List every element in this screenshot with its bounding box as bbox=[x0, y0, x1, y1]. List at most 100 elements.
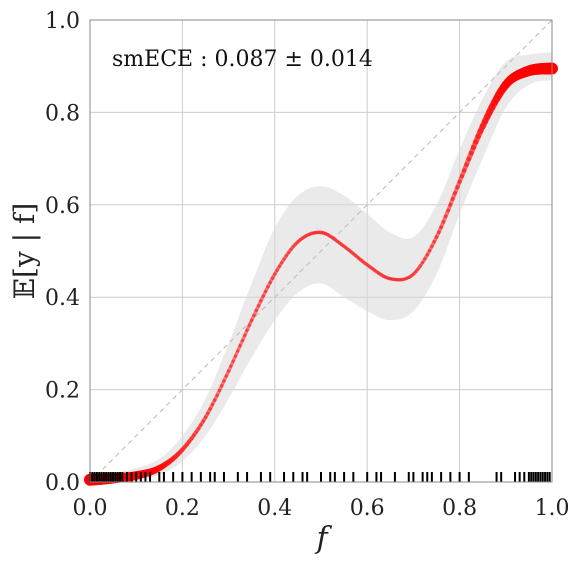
x-axis-label: f bbox=[314, 521, 332, 556]
x-tick-label: 0.6 bbox=[350, 496, 385, 521]
curve-segment bbox=[222, 374, 229, 383]
curve-segment bbox=[217, 384, 224, 393]
curve-segment bbox=[383, 275, 390, 280]
curve-segment bbox=[356, 255, 363, 262]
curve-segment bbox=[340, 242, 346, 249]
curve-segment bbox=[342, 244, 349, 250]
curve-segment bbox=[300, 234, 307, 240]
curve-segment bbox=[337, 241, 344, 247]
diagonal-reference-line bbox=[89, 19, 553, 483]
curve-segment bbox=[224, 369, 231, 378]
curve-segment bbox=[351, 251, 358, 258]
curve-segment bbox=[277, 260, 284, 269]
curve-segment bbox=[303, 233, 309, 239]
curve-segment bbox=[358, 257, 365, 264]
curve-segment bbox=[321, 231, 328, 236]
x-tick-label: 0.4 bbox=[257, 496, 292, 521]
prediction-rug bbox=[89, 472, 551, 482]
curve-segment bbox=[379, 272, 386, 278]
curve-segment bbox=[249, 313, 256, 323]
curve-segment bbox=[420, 257, 427, 265]
curve-segment bbox=[330, 235, 337, 242]
curve-segment bbox=[282, 253, 289, 261]
curve-segment bbox=[279, 257, 286, 265]
curve-segment bbox=[203, 411, 210, 420]
curve-segment bbox=[353, 253, 360, 260]
curve-segment bbox=[298, 236, 305, 242]
curve-segment bbox=[247, 318, 254, 327]
curve-segment bbox=[270, 272, 277, 280]
curve-segment bbox=[363, 261, 369, 267]
x-tick-label: 0.8 bbox=[442, 496, 477, 521]
confidence-band bbox=[90, 52, 552, 483]
curve-segment bbox=[201, 415, 208, 424]
curve-segment bbox=[226, 364, 233, 373]
curve-segment bbox=[291, 242, 298, 249]
curve-segment bbox=[326, 233, 332, 238]
curve-segment bbox=[236, 344, 242, 353]
curve-segment bbox=[409, 272, 416, 278]
curve-segment bbox=[425, 248, 432, 257]
curve-segment bbox=[370, 266, 376, 272]
x-tick-label: 0.2 bbox=[165, 496, 200, 521]
curve-segment bbox=[381, 274, 388, 279]
curve-segment bbox=[212, 393, 219, 402]
curve-segment bbox=[427, 244, 434, 253]
curve-segment bbox=[328, 234, 335, 240]
curve-segment bbox=[208, 402, 215, 411]
curve-segment bbox=[413, 267, 420, 274]
curve-segment bbox=[296, 238, 302, 244]
plot-frame bbox=[89, 19, 553, 483]
curve-segment bbox=[360, 259, 367, 265]
curve-segment bbox=[259, 294, 266, 303]
y-axis-label: 𝔼[y | f] bbox=[8, 203, 41, 300]
curve-segment bbox=[286, 247, 293, 255]
curve-segment bbox=[205, 407, 212, 416]
curve-segment bbox=[418, 260, 425, 268]
curve-segment bbox=[333, 237, 339, 243]
curve-segment bbox=[273, 268, 279, 276]
x-tick-label: 0.0 bbox=[73, 496, 108, 521]
curve-segment bbox=[256, 299, 263, 308]
curve-segment bbox=[252, 308, 259, 318]
y-tick-labels: 0.0 0.2 0.4 0.6 0.8 1.0 bbox=[45, 9, 80, 496]
curve-segment bbox=[219, 379, 226, 388]
curve-segment bbox=[411, 270, 418, 276]
curve-segment bbox=[210, 398, 217, 407]
curve-segment bbox=[240, 333, 247, 343]
curve-segment bbox=[432, 235, 439, 244]
x-tick-labels: 0.0 0.2 0.4 0.6 0.8 1.0 bbox=[73, 496, 570, 521]
curve-segment bbox=[215, 388, 222, 398]
curve-segment bbox=[254, 303, 261, 313]
y-tick-label: 1.0 bbox=[45, 9, 80, 34]
curve-segment bbox=[374, 269, 381, 275]
y-tick-label: 0.2 bbox=[45, 379, 80, 404]
curve-segment bbox=[275, 264, 282, 272]
curve-segment bbox=[372, 268, 379, 274]
curve-segment bbox=[231, 354, 238, 363]
curve-segment bbox=[335, 239, 342, 245]
curve-segment bbox=[430, 239, 437, 248]
curve-segment bbox=[238, 338, 245, 348]
curve-segment bbox=[261, 289, 268, 298]
curve-segment bbox=[349, 249, 356, 256]
curve-segment bbox=[263, 285, 270, 294]
curve-segment bbox=[266, 280, 272, 289]
curve-segment bbox=[416, 264, 423, 271]
smece-annotation: smECE : 0.087 ± 0.014 bbox=[112, 47, 373, 72]
curve-segment bbox=[284, 250, 291, 258]
curve-segment bbox=[388, 276, 395, 281]
curve-segment bbox=[243, 328, 249, 338]
curve-segment bbox=[307, 231, 314, 237]
curve-segment bbox=[404, 275, 411, 281]
curve-segment bbox=[377, 271, 383, 277]
x-tick-label: 1.0 bbox=[535, 496, 570, 521]
curve-segment bbox=[245, 323, 252, 332]
curve-segment bbox=[386, 276, 393, 281]
curve-segment bbox=[346, 248, 353, 254]
curve-segment bbox=[289, 244, 296, 252]
curve-segment bbox=[229, 359, 235, 368]
y-tick-label: 0.0 bbox=[45, 471, 80, 496]
curve-segment bbox=[365, 263, 372, 269]
y-tick-label: 0.6 bbox=[45, 194, 80, 219]
